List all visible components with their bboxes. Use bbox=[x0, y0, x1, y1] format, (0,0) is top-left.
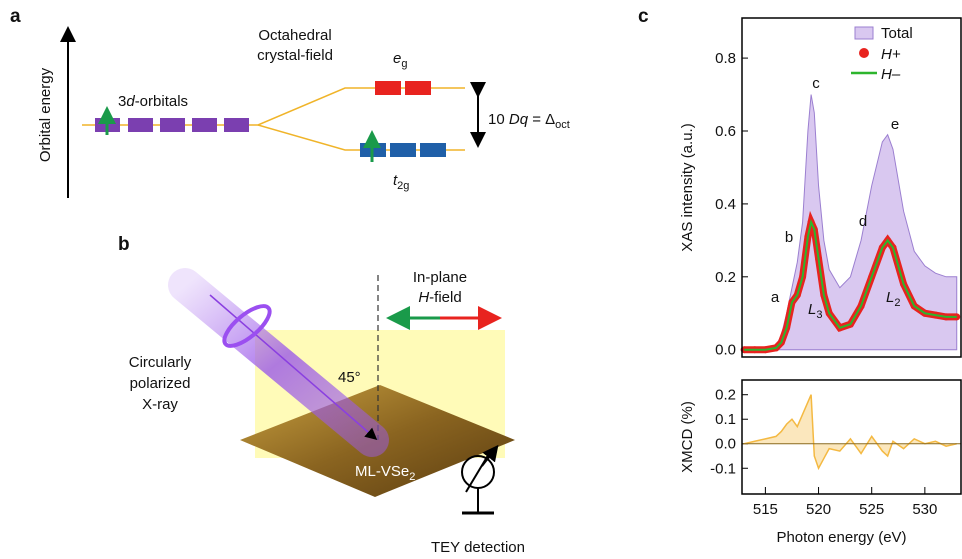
peak-label: a bbox=[771, 289, 780, 306]
y-tick-label: 0.8 bbox=[715, 50, 736, 67]
x-tick-label: 515 bbox=[753, 501, 778, 518]
y-tick-label: 0.2 bbox=[715, 269, 736, 286]
xray-label: Circularly bbox=[129, 354, 192, 371]
y-tick-label: 0.2 bbox=[715, 387, 736, 404]
peak-label: b bbox=[785, 229, 793, 246]
panel-label: a bbox=[10, 6, 21, 27]
frame bbox=[741, 17, 962, 358]
x-axis-label: Photon energy (eV) bbox=[776, 529, 906, 546]
x-ray-beam bbox=[168, 268, 389, 457]
y-axis-label: XMCD (%) bbox=[679, 401, 696, 473]
y-tick-label: 0.0 bbox=[715, 436, 736, 453]
legend-label: H+ bbox=[881, 46, 901, 63]
y-tick-label: 0.0 bbox=[715, 342, 736, 359]
edge-label: L3 bbox=[808, 301, 822, 321]
polarization-ring bbox=[222, 304, 272, 348]
field-label: H-field bbox=[418, 289, 461, 306]
panel-label: c bbox=[638, 6, 649, 27]
legend-swatch bbox=[854, 26, 874, 40]
peak-label: c bbox=[812, 75, 820, 92]
detection-label: TEY detection bbox=[431, 539, 525, 556]
axis-label: Orbital energy bbox=[37, 67, 54, 162]
y-tick-label: 0.4 bbox=[715, 196, 736, 213]
sample-label: ML-VSe2 bbox=[355, 463, 415, 483]
x-tick-label: 520 bbox=[806, 501, 831, 518]
legend-label: H– bbox=[881, 66, 901, 83]
edge-label: L2 bbox=[886, 289, 900, 309]
xray-label: X-ray bbox=[142, 396, 178, 413]
y-tick-label: 0.6 bbox=[715, 123, 736, 140]
y-axis-label: XAS intensity (a.u.) bbox=[679, 123, 696, 251]
splitting-label: 10 Dq = Δoct bbox=[488, 111, 570, 131]
peak-label: d bbox=[859, 213, 867, 230]
line bbox=[743, 394, 957, 471]
detector bbox=[481, 444, 499, 467]
line bbox=[744, 218, 957, 351]
xray-label: polarized bbox=[130, 375, 191, 392]
panel-b: b In-plane H-field Circularly polarized … bbox=[118, 234, 525, 556]
y-tick-label: 0.1 bbox=[715, 411, 736, 428]
area bbox=[744, 394, 957, 469]
orbitals-label: 3d-orbitals bbox=[118, 93, 188, 110]
panel-a: a Orbital energy 3d-orbitals Octahedral … bbox=[10, 6, 570, 198]
field-label: crystal-field bbox=[257, 47, 333, 64]
y-tick-label: -0.1 bbox=[710, 460, 736, 477]
frame bbox=[741, 379, 962, 495]
edge-label: L bbox=[886, 289, 894, 306]
eg-orbitals bbox=[375, 81, 431, 95]
edge-label: L bbox=[808, 301, 816, 318]
edge-label: 3 bbox=[816, 309, 822, 321]
field-label: In-plane bbox=[413, 269, 467, 286]
x-tick-label: 525 bbox=[859, 501, 884, 518]
orbitals bbox=[95, 118, 249, 132]
panel-c: c 0.0 0.2 0.4 0.6 0.8 XAS intensity (a.u.) Tot… bbox=[638, 6, 962, 546]
angle-label: 45° bbox=[338, 369, 361, 386]
panel-label: b bbox=[118, 234, 130, 255]
x-tick-label: 530 bbox=[912, 501, 937, 518]
legend-swatch bbox=[859, 48, 869, 58]
legend-label: Total bbox=[881, 25, 913, 42]
field-label: Octahedral bbox=[258, 27, 331, 44]
t2g-label: t2g bbox=[393, 172, 409, 192]
eg-label: eg bbox=[393, 50, 407, 70]
edge-label: 2 bbox=[894, 297, 900, 309]
peak-label: e bbox=[891, 116, 899, 133]
